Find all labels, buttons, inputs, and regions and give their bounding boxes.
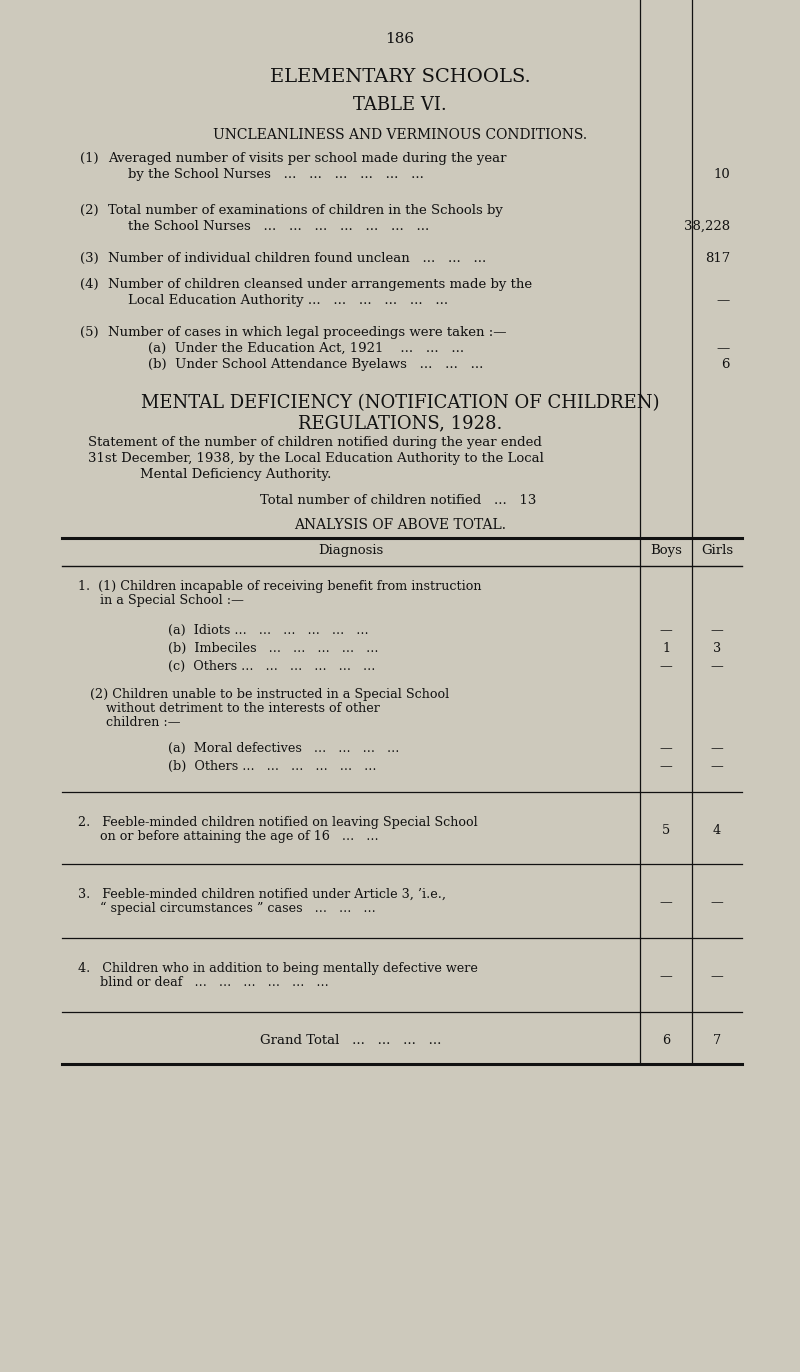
Text: —: — [710, 970, 723, 982]
Text: —: — [660, 896, 672, 910]
Text: 2.   Feeble-minded children notified on leaving Special School: 2. Feeble-minded children notified on le… [78, 816, 478, 829]
Text: (4): (4) [80, 279, 98, 291]
Text: Grand Total   ...   ...   ...   ...: Grand Total ... ... ... ... [260, 1034, 442, 1047]
Text: —: — [717, 294, 730, 307]
Text: 3.   Feeble-minded children notified under Article 3, ’i.e.,: 3. Feeble-minded children notified under… [78, 888, 446, 901]
Text: Statement of the number of children notified during the year ended: Statement of the number of children noti… [88, 436, 542, 449]
Text: 817: 817 [705, 252, 730, 265]
Text: Number of children cleansed under arrangements made by the: Number of children cleansed under arrang… [108, 279, 532, 291]
Text: (a)  Idiots ...   ...   ...   ...   ...   ...: (a) Idiots ... ... ... ... ... ... [168, 624, 369, 637]
Text: Total number of examinations of children in the Schools by: Total number of examinations of children… [108, 204, 503, 217]
Text: TABLE VI.: TABLE VI. [353, 96, 447, 114]
Text: 6: 6 [662, 1034, 670, 1047]
Text: 186: 186 [386, 32, 414, 47]
Text: —: — [710, 760, 723, 772]
Text: (3): (3) [80, 252, 98, 265]
Text: 6: 6 [722, 358, 730, 370]
Text: on or before attaining the age of 16   ...   ...: on or before attaining the age of 16 ...… [100, 830, 378, 842]
Text: (b)  Under School Attendance Byelaws   ...   ...   ...: (b) Under School Attendance Byelaws ... … [148, 358, 483, 370]
Text: —: — [710, 742, 723, 755]
Text: 3: 3 [713, 642, 721, 654]
Text: 1.  (1) Children incapable of receiving benefit from instruction: 1. (1) Children incapable of receiving b… [78, 580, 482, 593]
Text: Diagnosis: Diagnosis [318, 545, 384, 557]
Text: —: — [660, 970, 672, 982]
Text: in a Special School :—: in a Special School :— [100, 594, 244, 606]
Text: (2): (2) [80, 204, 98, 217]
Text: (a)  Under the Education Act, 1921    ...   ...   ...: (a) Under the Education Act, 1921 ... ..… [148, 342, 464, 355]
Text: ELEMENTARY SCHOOLS.: ELEMENTARY SCHOOLS. [270, 69, 530, 86]
Text: the School Nurses   ...   ...   ...   ...   ...   ...   ...: the School Nurses ... ... ... ... ... ..… [128, 220, 430, 233]
Text: —: — [710, 624, 723, 637]
Text: 4: 4 [713, 825, 721, 837]
Text: MENTAL DEFICIENCY (NOTIFICATION OF CHILDREN): MENTAL DEFICIENCY (NOTIFICATION OF CHILD… [141, 394, 659, 412]
Text: REGULATIONS, 1928.: REGULATIONS, 1928. [298, 414, 502, 432]
Text: 1: 1 [662, 642, 670, 654]
Text: Girls: Girls [701, 545, 733, 557]
Text: blind or deaf   ...   ...   ...   ...   ...   ...: blind or deaf ... ... ... ... ... ... [100, 975, 329, 989]
Text: —: — [660, 742, 672, 755]
Text: 31st December, 1938, by the Local Education Authority to the Local: 31st December, 1938, by the Local Educat… [88, 451, 544, 465]
Text: (b)  Imbeciles   ...   ...   ...   ...   ...: (b) Imbeciles ... ... ... ... ... [168, 642, 378, 654]
Text: children :—: children :— [106, 716, 181, 729]
Text: UNCLEANLINESS AND VERMINOUS CONDITIONS.: UNCLEANLINESS AND VERMINOUS CONDITIONS. [213, 128, 587, 141]
Text: Boys: Boys [650, 545, 682, 557]
Text: (1): (1) [80, 152, 98, 165]
Text: Averaged number of visits per school made during the year: Averaged number of visits per school mad… [108, 152, 506, 165]
Text: (a)  Moral defectives   ...   ...   ...   ...: (a) Moral defectives ... ... ... ... [168, 742, 399, 755]
Text: —: — [660, 660, 672, 674]
Text: 5: 5 [662, 825, 670, 837]
Text: —: — [710, 660, 723, 674]
Text: 38,228: 38,228 [684, 220, 730, 233]
Text: without detriment to the interests of other: without detriment to the interests of ot… [106, 702, 380, 715]
Text: —: — [660, 624, 672, 637]
Text: Number of individual children found unclean   ...   ...   ...: Number of individual children found uncl… [108, 252, 486, 265]
Text: Total number of children notified   ...   13: Total number of children notified ... 13 [260, 494, 536, 508]
Text: Local Education Authority ...   ...   ...   ...   ...   ...: Local Education Authority ... ... ... ..… [128, 294, 448, 307]
Text: 10: 10 [714, 167, 730, 181]
Text: by the School Nurses   ...   ...   ...   ...   ...   ...: by the School Nurses ... ... ... ... ...… [128, 167, 424, 181]
Text: 4.   Children who in addition to being mentally defective were: 4. Children who in addition to being men… [78, 962, 478, 975]
Text: ANALYSIS OF ABOVE TOTAL.: ANALYSIS OF ABOVE TOTAL. [294, 519, 506, 532]
Text: Mental Deficiency Authority.: Mental Deficiency Authority. [140, 468, 331, 482]
Text: 7: 7 [713, 1034, 721, 1047]
Text: —: — [717, 342, 730, 355]
Text: (b)  Others ...   ...   ...   ...   ...   ...: (b) Others ... ... ... ... ... ... [168, 760, 377, 772]
Text: —: — [710, 896, 723, 910]
Text: —: — [660, 760, 672, 772]
Text: (c)  Others ...   ...   ...   ...   ...   ...: (c) Others ... ... ... ... ... ... [168, 660, 375, 674]
Text: (5): (5) [80, 327, 98, 339]
Text: Number of cases in which legal proceedings were taken :—: Number of cases in which legal proceedin… [108, 327, 506, 339]
Text: (2) Children unable to be instructed in a Special School: (2) Children unable to be instructed in … [90, 687, 450, 701]
Text: “ special circumstances ” cases   ...   ...   ...: “ special circumstances ” cases ... ... … [100, 901, 376, 915]
